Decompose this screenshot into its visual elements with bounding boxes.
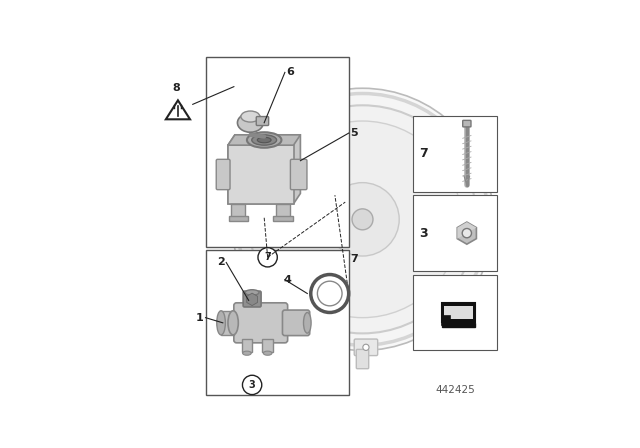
Text: 8: 8 [172,83,180,93]
Polygon shape [247,293,257,306]
Text: 4: 4 [283,275,291,285]
Text: 3: 3 [249,380,255,390]
FancyBboxPatch shape [462,158,486,177]
Polygon shape [228,135,300,204]
FancyBboxPatch shape [239,158,263,177]
Circle shape [352,209,373,230]
Bar [413,275,497,350]
Circle shape [258,248,277,267]
FancyBboxPatch shape [296,209,321,230]
Bar [242,339,252,352]
Bar [442,303,475,322]
Polygon shape [458,222,476,244]
Circle shape [326,183,399,256]
FancyBboxPatch shape [291,159,307,190]
FancyBboxPatch shape [354,339,378,356]
Ellipse shape [237,113,263,132]
Circle shape [232,88,493,350]
FancyBboxPatch shape [356,349,369,369]
Text: 7: 7 [419,147,428,160]
Ellipse shape [241,111,260,122]
Bar [276,204,290,218]
Text: 3: 3 [419,227,428,240]
FancyBboxPatch shape [216,159,230,190]
Text: 5: 5 [351,128,358,138]
Ellipse shape [263,351,272,355]
FancyBboxPatch shape [256,116,269,125]
Ellipse shape [245,290,259,295]
Text: 7: 7 [264,252,271,262]
Circle shape [248,164,254,171]
Ellipse shape [252,135,276,145]
Text: 6: 6 [287,67,294,78]
Bar [205,250,349,395]
Bar [228,145,294,204]
Ellipse shape [228,311,238,335]
Bar [262,339,273,352]
Circle shape [462,228,472,238]
Bar [232,204,245,218]
Text: 442425: 442425 [436,385,476,395]
Circle shape [237,94,488,345]
Circle shape [243,375,262,395]
Bar [221,311,234,335]
Circle shape [317,281,342,306]
FancyBboxPatch shape [463,121,471,127]
Text: 7: 7 [351,254,358,264]
Polygon shape [228,135,300,145]
Bar [442,316,451,325]
FancyBboxPatch shape [282,310,310,336]
Bar [228,216,248,221]
Polygon shape [458,222,476,239]
Bar [444,306,472,319]
FancyBboxPatch shape [243,291,261,307]
Circle shape [248,105,477,333]
Circle shape [363,344,369,350]
Bar [273,216,293,221]
Circle shape [471,164,477,171]
Bar [413,195,497,271]
Circle shape [264,121,461,318]
Ellipse shape [217,311,225,335]
FancyBboxPatch shape [234,303,287,343]
Bar [442,323,475,327]
Ellipse shape [247,132,282,148]
Text: 2: 2 [217,258,225,267]
Bar [205,57,349,247]
Ellipse shape [243,351,252,355]
Ellipse shape [257,137,271,143]
Bar [413,116,497,192]
Polygon shape [166,100,190,119]
Text: 1: 1 [196,313,204,323]
Ellipse shape [303,313,311,333]
